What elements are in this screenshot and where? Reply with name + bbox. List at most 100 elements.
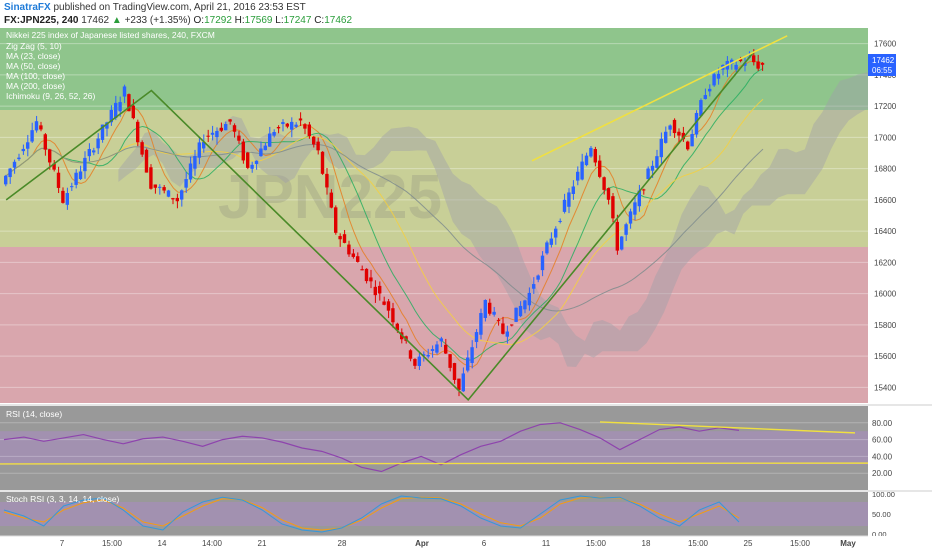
red-zone (0, 247, 868, 403)
candle-body (483, 300, 487, 318)
candle-body (175, 197, 179, 202)
publish-line: SinatraFX published on TradingView.com, … (4, 2, 306, 13)
candle-body (162, 187, 166, 191)
legend-ma50[interactable]: MA (50, close) (6, 61, 60, 71)
rsi-tick-label: 80.00 (872, 419, 893, 428)
candle-body (422, 354, 426, 356)
bar-countdown: 06:55 (872, 66, 893, 75)
legend-ma23[interactable]: MA (23, close) (6, 51, 60, 61)
price-axis-ticks: 15400 15600 15800 16000 16200 16400 16600 16800… (874, 40, 897, 393)
stoch-tick-label: 100.00 (872, 490, 895, 499)
candle-body (312, 136, 316, 145)
time-tick-label: May (840, 539, 856, 548)
candle-body (105, 122, 109, 129)
candle-body (21, 148, 25, 152)
candle-body (734, 64, 738, 70)
rsi-line (3, 422, 740, 473)
high-label: H: (234, 15, 245, 26)
chart-canvas[interactable]: JPN225 154001560015800160001620016400166… (0, 28, 932, 550)
candle-body (514, 307, 518, 322)
change-arrow-icon: ▲ (111, 15, 122, 26)
candle-body (347, 244, 351, 255)
legend-ma100[interactable]: MA (100, close) (6, 71, 65, 81)
open-value: 17292 (204, 15, 232, 26)
indicator-legend: Nikkei 225 index of Japanese listed shar… (6, 30, 215, 101)
candle-body (329, 192, 333, 208)
time-tick-label: 15:00 (102, 539, 123, 548)
publisher-name[interactable]: SinatraFX (4, 2, 51, 13)
stoch-axis[interactable] (868, 492, 932, 536)
price-tick-label: 15600 (874, 352, 897, 361)
candle-body (202, 142, 206, 149)
candle-body (452, 363, 457, 380)
candle-body (276, 127, 281, 129)
time-tick-label: 18 (642, 539, 651, 548)
candle-body (602, 177, 606, 190)
candle-body (628, 211, 633, 224)
rsi-tick-label: 60.00 (872, 436, 893, 445)
candle-body (188, 163, 193, 180)
candle-body (92, 150, 96, 153)
candle-body (716, 73, 721, 79)
ma-line (5, 144, 764, 312)
time-tick-label: 15:00 (688, 539, 709, 548)
candle-body (712, 74, 716, 86)
price-tick-label: 16600 (874, 196, 897, 205)
time-tick-label: Apr (415, 539, 429, 548)
candle-body (131, 105, 135, 119)
candle-body (334, 207, 338, 233)
candle-body (263, 145, 267, 151)
candle-body (373, 286, 377, 296)
candle-body (210, 132, 215, 135)
time-tick-label: 11 (542, 539, 551, 548)
candle-body (325, 173, 329, 188)
legend-zigzag[interactable]: Zig Zag (5, 10) (6, 41, 62, 51)
candle-body (690, 134, 694, 147)
stoch-axis-ticks: 0.00 50.00 100.00 (872, 490, 895, 539)
ichimoku-cloud (118, 72, 868, 368)
candle-body (505, 331, 509, 337)
legend-ichimoku[interactable]: Ichimoku (9, 26, 52, 26) (6, 91, 95, 101)
candle-body (694, 112, 699, 135)
candle-body (642, 189, 646, 191)
time-tick-label: 6 (482, 539, 487, 548)
published-text: published on TradingView.com, April 21, … (53, 2, 306, 13)
rsi-axis[interactable] (868, 406, 932, 490)
candle-body (444, 344, 448, 354)
candle-body (294, 124, 298, 127)
price-axis[interactable] (868, 28, 932, 403)
candle-body (74, 172, 78, 185)
current-price-badge (868, 54, 896, 76)
candle-body (356, 256, 360, 262)
rsi-trendline-lower[interactable] (0, 462, 869, 465)
candle-body (26, 142, 30, 149)
price-trendline[interactable] (531, 35, 788, 162)
current-price-value: 17462 (872, 56, 895, 65)
candle-body (378, 285, 382, 294)
candle-body (140, 142, 144, 155)
candle-body (699, 100, 703, 117)
candle-body (206, 135, 210, 137)
candle-body (474, 332, 479, 342)
candle-body (620, 236, 624, 250)
candle-body (593, 149, 597, 163)
candle-body (180, 190, 184, 200)
low-label: L: (275, 15, 284, 26)
stoch-d-line (3, 496, 740, 531)
candle-body (224, 124, 228, 131)
candle-body (342, 234, 347, 243)
candle-body (149, 167, 153, 189)
candle-body (730, 59, 734, 64)
candle-body (659, 138, 663, 158)
candle-body (232, 125, 237, 132)
candle-body (536, 275, 540, 280)
candle-body (435, 344, 439, 353)
time-axis[interactable] (0, 536, 932, 550)
legend-ma200[interactable]: MA (200, close) (6, 81, 65, 91)
candles (4, 49, 765, 397)
candle-body (52, 163, 56, 170)
candle-body (615, 221, 619, 251)
candle-body (580, 161, 584, 180)
candle-body (268, 133, 272, 147)
rsi-trendline-upper[interactable] (599, 421, 856, 434)
